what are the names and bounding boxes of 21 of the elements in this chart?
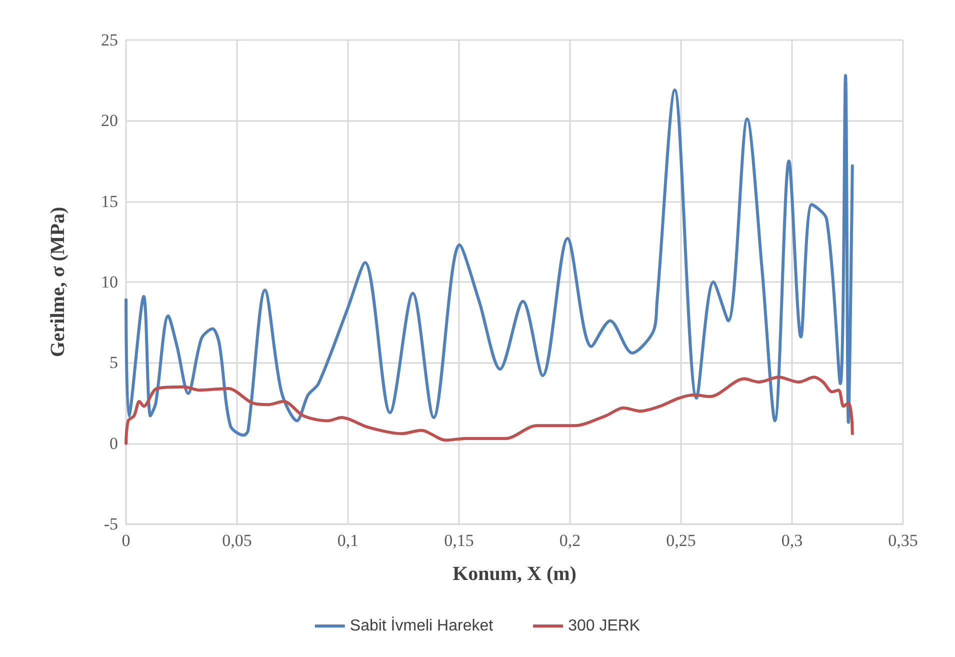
y-tick-label: 15 (101, 192, 118, 211)
x-axis-title: Konum, X (m) (452, 563, 576, 585)
x-tick-label: 0,15 (444, 531, 474, 550)
y-tick-label: 20 (101, 111, 118, 130)
y-tick-label: 25 (101, 30, 118, 50)
x-tick-label: 0,3 (781, 531, 803, 550)
x-tick-label: 0,05 (222, 531, 252, 550)
x-tick-label: 0 (122, 531, 130, 550)
legend-label: 300 JERK (568, 618, 640, 634)
legend-label: Sabit İvmeli Hareket (350, 616, 494, 634)
y-axis-title: Gerilme, σ (MPa) (47, 206, 69, 358)
y-tick-label: 10 (101, 272, 118, 292)
x-tick-label: 0,2 (559, 531, 581, 550)
line-series (124, 74, 854, 437)
x-tick-label: 0,1 (337, 531, 359, 550)
line-series (124, 376, 854, 445)
y-tick-label: 5 (110, 353, 118, 372)
y-tick-label: 0 (110, 434, 118, 453)
x-tick-label: 0,25 (666, 531, 696, 550)
x-tick-label: 0,35 (888, 531, 918, 550)
y-tick-label: -5 (104, 514, 118, 534)
